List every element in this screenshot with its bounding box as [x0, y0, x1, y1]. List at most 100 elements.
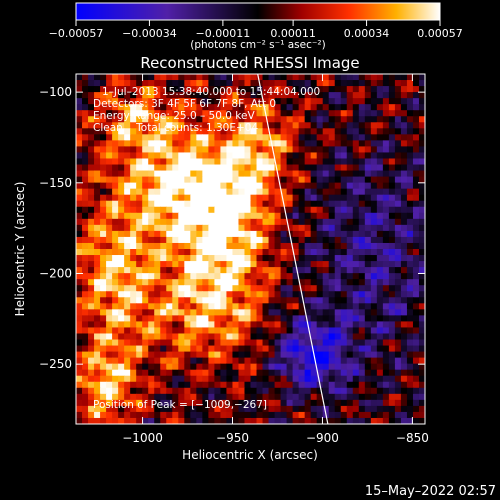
heatmap-cell — [400, 92, 408, 99]
heatmap-cell — [196, 273, 203, 280]
heatmap-cell — [376, 152, 384, 160]
heatmap-cell — [358, 417, 366, 424]
heatmap-cell — [196, 170, 203, 178]
heatmap-cell — [208, 369, 215, 377]
heatmap-cell — [298, 104, 306, 111]
heatmap-cell — [298, 218, 306, 226]
heatmap-cell — [394, 140, 402, 148]
heatmap-cell — [382, 218, 390, 226]
heatmap-cell — [220, 315, 228, 323]
heatmap-cell — [262, 279, 270, 286]
heatmap-cell — [412, 170, 420, 178]
heatmap-cell — [406, 98, 414, 105]
heatmap-cell — [280, 357, 288, 365]
heatmap-cell — [202, 98, 209, 105]
heatmap-cell — [352, 158, 360, 166]
heatmap-cell — [358, 170, 366, 178]
heatmap-cell — [172, 357, 179, 365]
heatmap-cell — [292, 393, 300, 401]
colorbar-tick-label: 0.00011 — [270, 27, 316, 40]
heatmap-cell — [154, 224, 161, 232]
heatmap-cell — [136, 405, 143, 413]
heatmap-cell — [382, 375, 390, 383]
heatmap-cell — [370, 279, 378, 286]
heatmap-cell — [268, 134, 276, 141]
heatmap-cell — [382, 158, 390, 166]
heatmap-cell — [190, 92, 197, 99]
heatmap-cell — [292, 140, 300, 148]
heatmap-cell — [322, 297, 330, 304]
heatmap-cell — [244, 92, 252, 99]
heatmap-cell — [340, 218, 348, 226]
heatmap-cell — [250, 74, 258, 81]
footer-timestamp: 15–May–2022 02:57 — [365, 484, 496, 499]
heatmap-cell — [154, 158, 161, 166]
heatmap-cell — [250, 230, 258, 238]
heatmap-cell — [112, 339, 119, 347]
heatmap-cell — [76, 152, 83, 160]
heatmap-cell — [280, 411, 288, 419]
heatmap-cell — [148, 351, 155, 359]
heatmap-cell — [418, 104, 425, 111]
heatmap-cell — [178, 405, 185, 413]
heatmap-cell — [118, 333, 125, 341]
heatmap-cell — [292, 309, 300, 316]
heatmap-cell — [358, 303, 366, 310]
heatmap-cell — [82, 176, 89, 184]
heatmap-cell — [220, 110, 228, 117]
heatmap-cell — [130, 279, 137, 286]
heatmap-cell — [166, 363, 173, 371]
heatmap-cell — [166, 86, 173, 93]
heatmap-cell — [220, 411, 228, 419]
heatmap-cell — [358, 267, 366, 274]
heatmap-cell — [340, 164, 348, 172]
heatmap-cell — [76, 140, 83, 148]
heatmap-cell — [352, 206, 360, 214]
heatmap-cell — [358, 188, 366, 196]
heatmap-cell — [346, 417, 354, 424]
heatmap-cell — [190, 194, 197, 202]
heatmap-cell — [82, 297, 89, 304]
heatmap-cell — [352, 92, 360, 99]
heatmap-cell — [406, 206, 414, 214]
heatmap-cell — [262, 92, 270, 99]
heatmap-cell — [388, 122, 396, 129]
heatmap-cell — [112, 369, 119, 377]
heatmap-cell — [124, 357, 131, 365]
heatmap-cell — [88, 164, 95, 172]
heatmap-cell — [388, 230, 396, 238]
heatmap-cell — [124, 134, 131, 141]
heatmap-cell — [148, 267, 155, 274]
heatmap-cell — [376, 369, 384, 377]
heatmap-cell — [118, 230, 125, 238]
heatmap-cell — [298, 74, 306, 81]
heatmap-cell — [274, 182, 282, 190]
heatmap-cell — [310, 206, 318, 214]
heatmap-cell — [334, 297, 342, 304]
heatmap-cell — [226, 104, 234, 111]
heatmap-cell — [328, 110, 336, 117]
heatmap-cell — [136, 417, 143, 424]
heatmap-cell — [208, 363, 215, 371]
heatmap-cell — [268, 363, 276, 371]
heatmap-cell — [268, 351, 276, 359]
heatmap-cell — [334, 194, 342, 202]
heatmap-cell — [262, 212, 270, 220]
heatmap-cell — [160, 357, 167, 365]
heatmap-cell — [184, 224, 191, 232]
heatmap-cell — [208, 74, 215, 81]
heatmap-cell — [244, 393, 252, 401]
heatmap-cell — [406, 212, 414, 220]
heatmap-cell — [370, 140, 378, 148]
heatmap-cell — [154, 249, 161, 256]
heatmap-cell — [160, 200, 167, 208]
heatmap-cell — [244, 170, 252, 178]
heatmap-cell — [118, 297, 125, 304]
heatmap-cell — [142, 315, 149, 323]
heatmap-cell — [136, 116, 143, 123]
heatmap-cell — [274, 92, 282, 99]
heatmap-cell — [82, 86, 89, 93]
heatmap-cell — [100, 188, 107, 196]
heatmap-cell — [382, 140, 390, 148]
heatmap-cell — [112, 146, 119, 154]
